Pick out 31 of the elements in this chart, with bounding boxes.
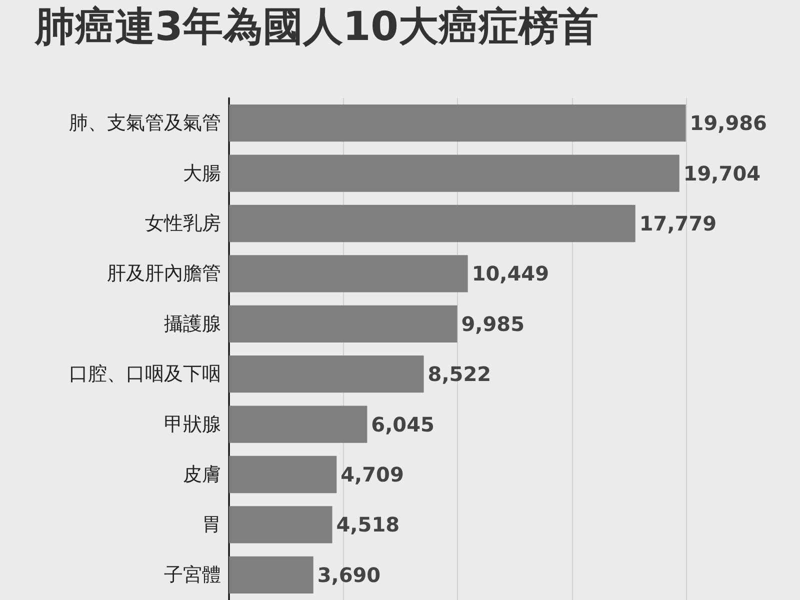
y-tick-label: 肝及肝內膽管: [107, 262, 221, 285]
data-label: 4,709: [340, 462, 404, 486]
y-tick-label: 口腔、口咽及下咽: [69, 363, 221, 386]
data-label: 17,779: [639, 212, 717, 236]
bar: [229, 406, 368, 443]
chart-title: 肺癌連3年為國人10大癌症榜首: [34, 4, 598, 50]
data-label: 4,518: [336, 512, 400, 537]
y-tick-label: 攝護腺: [164, 312, 221, 335]
bar: [229, 204, 636, 242]
data-label: 10,449: [472, 262, 550, 286]
data-label: 6,045: [371, 412, 434, 436]
data-label: 3,690: [317, 562, 381, 587]
bar: [229, 506, 332, 544]
y-tick-label: 大腸: [183, 162, 221, 184]
y-tick-label: 子宮體: [164, 564, 221, 586]
bar: [229, 104, 686, 142]
data-label: 19,704: [683, 161, 761, 186]
y-tick-label: 甲狀腺: [164, 413, 221, 436]
bar: [229, 556, 314, 594]
bar: [229, 356, 424, 393]
y-tick-label: 肺、支氣管及氣管: [69, 112, 221, 134]
bar: [229, 305, 458, 342]
y-tick-label: 胃: [202, 514, 221, 536]
data-label: 9,985: [461, 312, 524, 336]
bar: [229, 255, 468, 292]
y-tick-label: 皮膚: [183, 464, 221, 486]
bar: [229, 154, 680, 192]
data-label: 19,986: [690, 111, 767, 136]
data-label: 8,522: [428, 362, 492, 386]
y-tick-label: 女性乳房: [145, 212, 221, 234]
bar: [229, 456, 337, 494]
